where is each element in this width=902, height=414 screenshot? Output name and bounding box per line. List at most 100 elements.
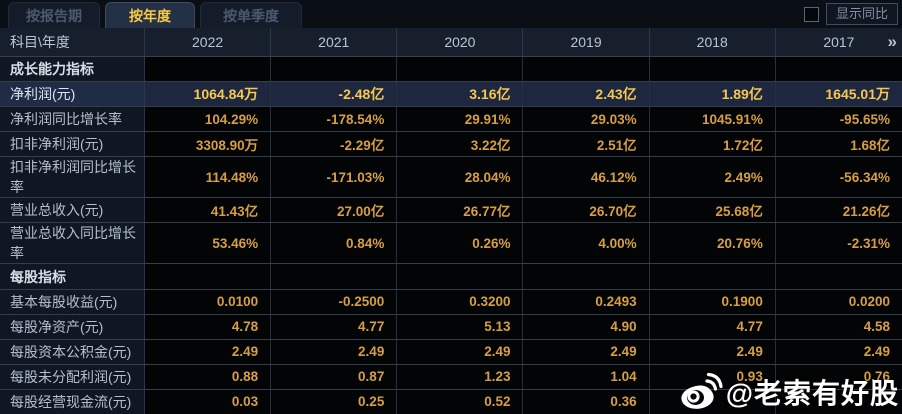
value-cell-2018[interactable]: 2.49 (649, 339, 776, 364)
value-cell-2021[interactable]: 0.25 (271, 389, 398, 414)
value-cell-2022[interactable]: 0.03 (145, 389, 272, 414)
value-cell-2017[interactable]: -56.34% (775, 157, 902, 198)
year-header-2020[interactable]: 2020 (397, 28, 524, 56)
value-cell-2022[interactable]: 0.0100 (145, 289, 272, 314)
value-cell-2021[interactable]: 0.84% (271, 223, 398, 264)
value-cell-2020[interactable]: 2.49 (397, 339, 524, 364)
value-cell-2021[interactable]: -0.2500 (271, 289, 398, 314)
table-row: 扣非净利润(元) 3308.90万 -2.29亿 3.22亿 2.51亿 1.72亿 1.6… (0, 132, 902, 158)
value-cell-2022[interactable]: 1064.84万 (145, 82, 272, 107)
table-row: 每股经营现金流(元) 0.03 0.25 0.52 0.36 (0, 389, 902, 414)
value-cell-2019[interactable]: 1.04 (523, 364, 650, 389)
value-cell-2018[interactable] (649, 389, 776, 414)
row-label: 每股指标 (0, 264, 145, 289)
year-header-2018[interactable]: 2018 (650, 28, 776, 56)
table-row: 营业总收入同比增长率 53.46% 0.84% 0.26% 4.00% 20.76% -2.… (0, 223, 902, 265)
value-cell-2022[interactable]: 3308.90万 (145, 132, 272, 157)
value-cell-2019[interactable]: 29.03% (523, 107, 650, 132)
value-cell-2021 (271, 57, 398, 82)
row-label[interactable]: 净利润(元) (0, 82, 145, 107)
value-cell-2021[interactable]: -2.48亿 (271, 82, 398, 107)
value-cell-2019[interactable]: 46.12% (523, 157, 650, 198)
value-cell-2018[interactable]: 25.68亿 (649, 198, 776, 223)
value-cell-2022[interactable]: 104.29% (145, 107, 272, 132)
value-cell-2017[interactable]: -95.65% (775, 107, 902, 132)
row-label[interactable]: 净利润同比增长率 (0, 107, 145, 132)
table-row: 每股资本公积金(元) 2.49 2.49 2.49 2.49 2.49 2.49 (0, 339, 902, 365)
value-cell-2021[interactable]: 2.49 (271, 339, 398, 364)
value-cell-2018[interactable]: 2.49% (649, 157, 776, 198)
row-label[interactable]: 每股未分配利润(元) (0, 364, 145, 389)
tab-by-report-period[interactable]: 按报告期 (8, 2, 100, 28)
value-cell-2020[interactable]: 0.52 (397, 389, 524, 414)
value-cell-2019[interactable]: 2.43亿 (523, 82, 650, 107)
row-label[interactable]: 扣非净利润同比增长率 (0, 157, 145, 198)
value-cell-2020[interactable]: 0.3200 (397, 289, 524, 314)
value-cell-2020[interactable]: 29.91% (397, 107, 524, 132)
row-label[interactable]: 扣非净利润(元) (0, 132, 145, 157)
tab-by-year[interactable]: 按年度 (105, 2, 195, 28)
value-cell-2020[interactable]: 0.26% (397, 223, 524, 264)
value-cell-2020[interactable]: 28.04% (397, 157, 524, 198)
year-header-2021[interactable]: 2021 (271, 28, 398, 56)
row-label[interactable]: 营业总收入同比增长率 (0, 223, 145, 264)
value-cell-2018[interactable]: 1.89亿 (649, 82, 776, 107)
row-label[interactable]: 营业总收入(元) (0, 198, 145, 223)
value-cell-2017[interactable]: 4.58 (775, 314, 902, 339)
row-label[interactable]: 每股经营现金流(元) (0, 389, 145, 414)
value-cell-2021[interactable]: 4.77 (271, 314, 398, 339)
table-row: 基本每股收益(元) 0.0100 -0.2500 0.3200 0.2493 0.1900… (0, 289, 902, 315)
tab-by-quarter[interactable]: 按单季度 (200, 2, 302, 28)
value-cell-2020[interactable]: 26.77亿 (397, 198, 524, 223)
value-cell-2022[interactable]: 4.78 (145, 314, 272, 339)
value-cell-2017[interactable]: 1645.01万 (775, 82, 902, 107)
year-header-2017[interactable]: 2017 » (776, 28, 902, 56)
value-cell-2019[interactable]: 4.00% (523, 223, 650, 264)
corner-header-cell: 科目\年度 (0, 28, 145, 56)
value-cell-2022[interactable]: 0.88 (145, 364, 272, 389)
year-header-2022[interactable]: 2022 (145, 28, 272, 56)
value-cell-2019[interactable]: 26.70亿 (523, 198, 650, 223)
value-cell-2018[interactable]: 0.1900 (649, 289, 776, 314)
value-cell-2021[interactable]: -2.29亿 (271, 132, 398, 157)
value-cell-2017[interactable] (775, 389, 902, 414)
row-label[interactable]: 每股资本公积金(元) (0, 339, 145, 364)
value-cell-2020[interactable]: 1.23 (397, 364, 524, 389)
value-cell-2017[interactable]: -2.31% (775, 223, 902, 264)
value-cell-2019[interactable]: 0.2493 (523, 289, 650, 314)
value-cell-2021[interactable]: -171.03% (271, 157, 398, 198)
show-yoy-label[interactable]: 显示同比 (825, 3, 898, 25)
value-cell-2017[interactable]: 2.49 (775, 339, 902, 364)
value-cell-2018[interactable]: 1045.91% (649, 107, 776, 132)
value-cell-2022[interactable]: 53.46% (145, 223, 272, 264)
value-cell-2019[interactable]: 2.49 (523, 339, 650, 364)
value-cell-2018[interactable]: 20.76% (649, 223, 776, 264)
value-cell-2020[interactable]: 3.16亿 (397, 82, 524, 107)
value-cell-2019[interactable]: 0.36 (523, 389, 650, 414)
value-cell-2020[interactable]: 5.13 (397, 314, 524, 339)
value-cell-2017[interactable]: 0.0200 (775, 289, 902, 314)
more-years-chevron-icon[interactable]: » (887, 32, 897, 51)
value-cell-2022[interactable]: 2.49 (145, 339, 272, 364)
value-cell-2018[interactable]: 0.93 (649, 364, 776, 389)
value-cell-2020[interactable]: 3.22亿 (397, 132, 524, 157)
row-label[interactable]: 基本每股收益(元) (0, 289, 145, 314)
value-cell-2018[interactable]: 4.77 (649, 314, 776, 339)
value-cell-2017[interactable]: 21.26亿 (775, 198, 902, 223)
value-cell-2019[interactable]: 2.51亿 (523, 132, 650, 157)
value-cell-2021[interactable]: 0.87 (271, 364, 398, 389)
row-label: 成长能力指标 (0, 57, 145, 82)
value-cell-2021 (271, 264, 398, 289)
row-label[interactable]: 每股净资产(元) (0, 314, 145, 339)
value-cell-2017[interactable]: 1.68亿 (775, 132, 902, 157)
value-cell-2022[interactable]: 41.43亿 (145, 198, 272, 223)
value-cell-2019[interactable]: 4.90 (523, 314, 650, 339)
value-cell-2018[interactable]: 1.72亿 (649, 132, 776, 157)
value-cell-2021[interactable]: 27.00亿 (271, 198, 398, 223)
year-header-2019[interactable]: 2019 (523, 28, 650, 56)
show-yoy-checkbox[interactable] (803, 6, 819, 22)
value-cell-2021[interactable]: -178.54% (271, 107, 398, 132)
value-cell-2017[interactable]: 0.76 (775, 364, 902, 389)
value-cell-2022[interactable]: 114.48% (145, 157, 272, 198)
